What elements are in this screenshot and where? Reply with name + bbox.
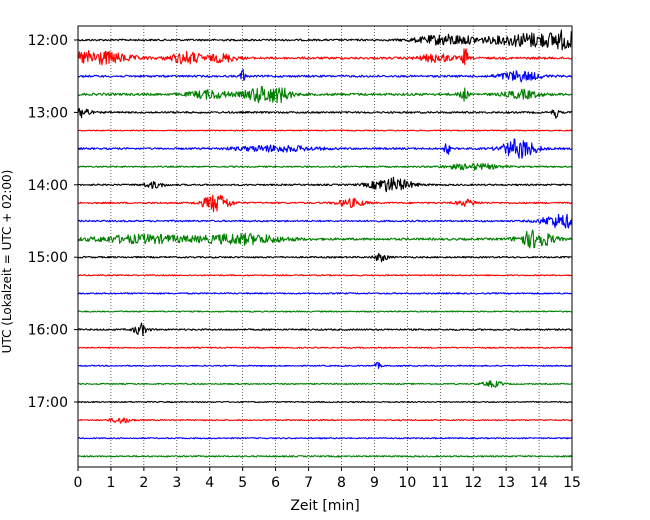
trace-1745 <box>77 455 573 458</box>
x-tick-label: 3 <box>172 475 181 491</box>
trace-1300 <box>77 108 573 119</box>
x-tick-label: 7 <box>304 475 313 491</box>
trace-1415 <box>77 194 573 213</box>
trace-1400 <box>77 176 573 193</box>
trace-1615 <box>77 346 573 349</box>
trace-1630 <box>77 361 573 370</box>
x-tick-label: 13 <box>497 475 515 491</box>
x-tick-label: 5 <box>238 475 247 491</box>
y-tick-label: 12:00 <box>28 33 68 49</box>
trace-1200 <box>77 29 573 51</box>
y-tick-label: 17:00 <box>28 395 68 411</box>
x-tick-label: 9 <box>370 475 379 491</box>
x-tick-label: 8 <box>337 475 346 491</box>
trace-1230 <box>77 69 573 83</box>
x-tick-label: 15 <box>563 475 581 491</box>
x-tick-label: 10 <box>398 475 416 491</box>
y-axis-label: UTC (Lokalzeit = UTC + 02:00) <box>0 170 14 354</box>
y-tick-label: 14:00 <box>28 178 68 194</box>
y-tick-label: 15:00 <box>28 250 68 266</box>
x-tick-label: 11 <box>431 475 449 491</box>
trace-1430 <box>77 213 573 229</box>
trace-1545 <box>78 310 573 313</box>
x-tick-label: 6 <box>271 475 280 491</box>
plot-area <box>78 26 572 467</box>
trace-1500 <box>77 252 573 263</box>
x-tick-label: 4 <box>205 475 214 491</box>
x-tick-label: 0 <box>74 475 83 491</box>
trace-1215 <box>77 48 573 66</box>
trace-1730 <box>77 437 573 440</box>
trace-1345 <box>77 162 573 171</box>
x-tick-label: 2 <box>139 475 148 491</box>
trace-1445 <box>77 229 573 249</box>
x-tick-label: 1 <box>106 475 115 491</box>
trace-1645 <box>77 380 573 388</box>
trace-1245 <box>77 86 573 104</box>
trace-1515 <box>77 274 573 277</box>
x-tick-label: 12 <box>464 475 482 491</box>
y-tick-label: 16:00 <box>28 323 68 339</box>
x-axis-label: Zeit [min] <box>290 498 359 514</box>
trace-1700 <box>77 400 573 404</box>
trace-1530 <box>77 292 573 295</box>
x-tick-label: 14 <box>530 475 548 491</box>
trace-1600 <box>77 322 573 337</box>
y-tick-label: 13:00 <box>28 105 68 121</box>
trace-1715 <box>77 417 573 424</box>
trace-1315 <box>77 129 573 132</box>
plot-frame <box>77 25 573 468</box>
trace-1330 <box>77 138 573 159</box>
